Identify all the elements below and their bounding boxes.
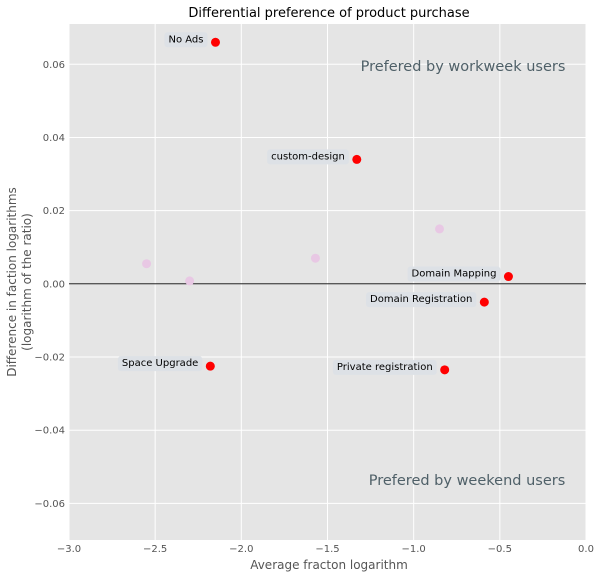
point-annotation-box	[117, 356, 203, 372]
highlighted-point	[352, 154, 362, 164]
y-axis-label-line-1: Difference in faction logarithms	[5, 187, 19, 377]
y-tick-label: 0.00	[43, 279, 65, 290]
x-axis-ticks: −3.0 −2.5 −2.0 −1.5 −1.0 −0.5 0.0	[57, 544, 594, 555]
x-tick-label: −2.5	[143, 544, 167, 555]
background-point	[435, 224, 445, 234]
highlighted-point	[205, 361, 215, 371]
x-axis-label: Average fracton logarithm	[250, 558, 408, 572]
point-annotation-label: Private registration	[337, 362, 433, 373]
x-tick-label: −3.0	[57, 544, 81, 555]
highlighted-point	[479, 297, 489, 307]
point-annotation-label: Space Upgrade	[122, 358, 198, 369]
point-annotation-box	[407, 266, 501, 282]
background-point	[185, 276, 195, 286]
y-axis-ticks: −0.06 −0.04 −0.02 0.00 0.02 0.04 0.06	[34, 60, 65, 510]
highlighted-point	[210, 37, 220, 47]
point-annotation-label: Domain Registration	[370, 294, 472, 305]
highlighted-points	[205, 37, 513, 375]
point-annotation-box	[267, 149, 349, 165]
region-label-bottom: Prefered by weekend users	[369, 473, 566, 489]
annotations: No Ads custom-design Domain Mapping Domain …	[117, 32, 501, 375]
x-tick-label: −0.5	[488, 544, 512, 555]
background-points	[142, 224, 445, 286]
highlighted-point	[440, 365, 450, 375]
point-annotation-label: Domain Mapping	[412, 269, 497, 280]
x-tick-label: −2.0	[229, 544, 253, 555]
y-tick-label: −0.04	[34, 426, 65, 437]
point-annotation-box	[332, 359, 437, 375]
y-axis-label-line-2: (logarithm of the ratio)	[20, 213, 34, 351]
background-point	[142, 259, 152, 269]
region-label-top: Prefered by workweek users	[361, 59, 566, 75]
x-tick-label: −1.0	[402, 544, 426, 555]
y-tick-label: 0.02	[43, 206, 65, 217]
y-tick-label: −0.02	[34, 353, 65, 364]
chart-title: Differential preference of product purch…	[188, 6, 469, 21]
background-point	[310, 253, 320, 263]
x-tick-label: −1.5	[315, 544, 339, 555]
point-annotation-box	[366, 292, 477, 308]
point-annotation-box	[164, 32, 208, 48]
highlighted-point	[503, 272, 513, 282]
x-tick-label: 0.0	[578, 544, 594, 555]
point-annotation-label: custom-design	[271, 151, 345, 162]
y-tick-label: −0.06	[34, 499, 65, 510]
y-tick-label: 0.04	[43, 133, 65, 144]
y-tick-label: 0.06	[43, 60, 65, 71]
point-annotation-label: No Ads	[168, 34, 203, 45]
